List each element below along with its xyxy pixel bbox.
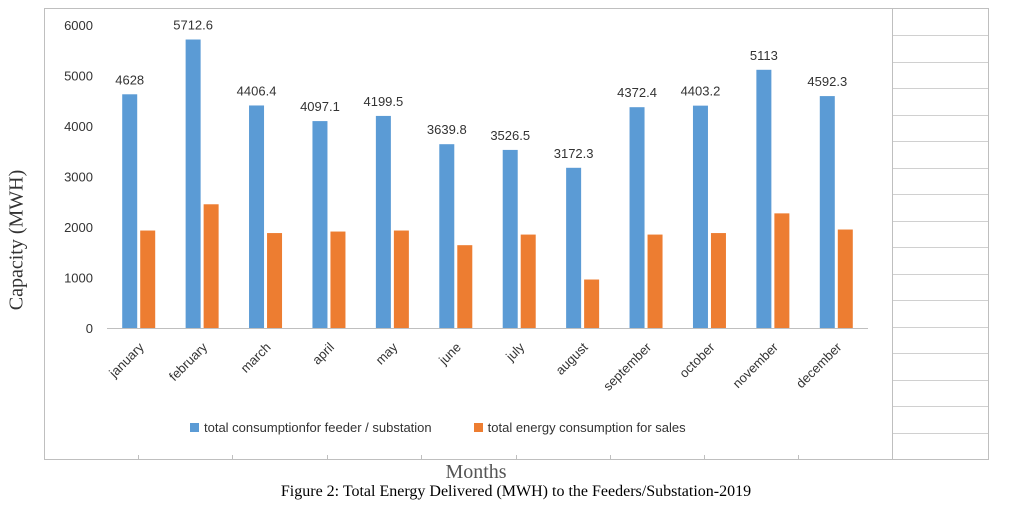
side-grid-line [893,62,988,63]
bar-sales [774,213,790,328]
bar-sales [710,233,726,328]
y-tick-label: 5000 [64,69,93,84]
y-tick-label: 4000 [64,119,93,134]
bar-sales [140,230,156,328]
chart-frame-top [44,8,989,9]
y-tick-label: 6000 [64,18,93,33]
bar-feeder [502,149,518,328]
data-label: 4199.5 [363,94,403,109]
side-grid-line [893,221,988,222]
bar-sales [584,279,600,328]
side-grid-line [893,380,988,381]
side-grid-line [893,247,988,248]
x-tick-label: august [553,339,591,377]
legend-swatch-feeder [190,423,199,432]
data-label: 3639.8 [427,122,467,137]
side-grid-line [893,300,988,301]
side-grid-line [893,115,988,116]
legend: total consumptionfor feeder / substation… [190,420,686,435]
figure-caption: Figure 2: Total Energy Delivered (MWH) t… [280,483,752,500]
bar-feeder [566,167,582,328]
data-label: 5113 [750,48,778,63]
x-tick-label: january [105,339,147,381]
x-tick-label: february [166,339,211,384]
bar-feeder [375,115,391,328]
bar-sales [520,234,536,328]
bar-feeder [692,105,708,328]
legend-item-sales: total energy consumption for sales [473,420,686,435]
bar-sales [393,230,409,328]
data-label: 4592.3 [807,74,847,89]
bar-feeder [249,105,265,328]
bar-feeder [185,39,201,328]
x-tick-label: march [238,340,274,376]
x-axis-label: Months [445,461,507,483]
bar-sales [267,233,283,328]
bar-feeder [439,144,455,328]
data-label: 3172.3 [554,146,594,161]
data-label: 4372.4 [617,85,657,100]
data-label: 4628 [115,72,144,87]
side-grid-line [893,327,988,328]
x-tick-label: july [502,339,527,364]
side-grid-line [893,168,988,169]
bar-feeder [122,94,138,328]
legend-label-sales: total energy consumption for sales [487,420,686,435]
x-tick-label: october [676,339,718,381]
side-grid-line [893,194,988,195]
side-grid-line [893,141,988,142]
side-grid-line [893,406,988,407]
bar-feeder [629,107,645,328]
side-grid-line [893,433,988,434]
data-label: 4403.2 [681,84,721,99]
side-grid-line [893,274,988,275]
y-axis-label: Capacity (MWH) [5,169,28,311]
bar-sales [647,234,663,328]
chart-frame-divider [892,8,893,460]
bar-sales [457,245,473,328]
y-tick-label: 3000 [64,170,93,185]
data-label: 4406.4 [237,83,277,98]
bar-sales [203,204,219,328]
side-grid-line [893,88,988,89]
side-grid-line [893,353,988,354]
data-label: 3526.5 [490,128,530,143]
x-tick-label: november [730,339,782,391]
x-tick-label: september [600,339,655,394]
legend-item-feeder: total consumptionfor feeder / substation [190,420,432,435]
x-tick-label: june [435,340,464,369]
bar-feeder [312,121,328,328]
y-tick-label: 1000 [64,271,93,286]
bar-feeder [756,69,772,328]
side-grid-line [893,35,988,36]
bar-sales [837,229,853,328]
x-tick-label: may [373,339,401,367]
legend-label-feeder: total consumptionfor feeder / substation [204,420,432,435]
data-label: 5712.6 [173,18,213,33]
chart-frame-right [988,8,989,460]
y-tick-label: 2000 [64,220,93,235]
x-tick-label: december [793,339,845,391]
chart-frame-left [44,8,45,460]
bar-feeder [819,96,835,328]
data-label: 4097.1 [300,99,340,114]
legend-swatch-sales [473,423,483,432]
x-tick-label: april [309,339,337,367]
bar-sales [330,231,346,328]
y-tick-label: 0 [86,321,93,336]
